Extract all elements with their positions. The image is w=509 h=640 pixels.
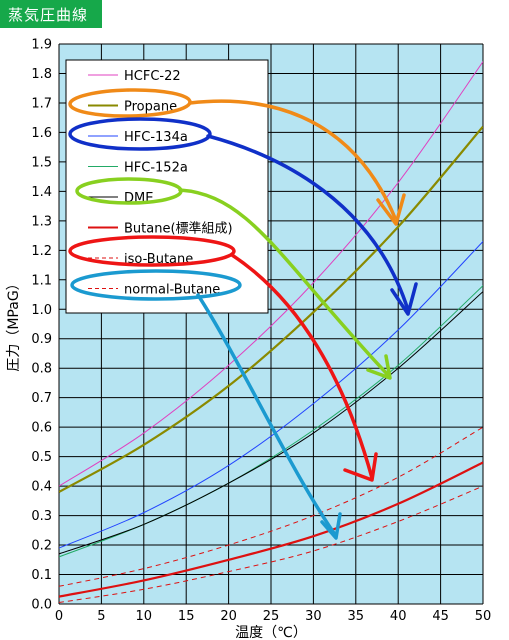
x-tick-label: 5	[97, 609, 105, 624]
series-line-hfc-134a	[59, 241, 483, 549]
y-tick-label: 0.6	[31, 421, 52, 436]
y-tick-label: 1.1	[31, 273, 52, 288]
x-tick-label: 35	[348, 609, 365, 624]
x-tick-labels: 0 5 10 15 20 25 30 35 40 45 50	[55, 609, 491, 624]
y-tick-label: 1.4	[31, 185, 52, 200]
propane-arrow	[188, 99, 397, 220]
isobutane-arrow	[230, 253, 374, 480]
series-line-propane	[59, 125, 483, 493]
normalbutane-arrow	[196, 293, 338, 538]
y-tick-label: 0.5	[31, 450, 52, 465]
x-axis-label: 温度（℃）	[235, 625, 307, 640]
series-line-iso-butane	[59, 426, 483, 587]
y-tick-label: 1.3	[31, 214, 52, 229]
x-tick-label: 10	[136, 609, 153, 624]
x-tick-label: 45	[432, 609, 449, 624]
series-line-butane	[59, 461, 483, 598]
legend-label-butane: Butane(標準組成)	[124, 221, 233, 237]
legend-label-normal-butane: normal-Butane	[124, 283, 220, 298]
y-tick-label: 0.7	[31, 391, 52, 406]
isobutane-highlight-ellipse	[68, 235, 236, 267]
y-tick-label: 1.2	[31, 244, 52, 259]
isobutane-arrowhead	[343, 452, 378, 482]
legend-label-propane: Propane	[124, 100, 177, 115]
hfc134a-highlight-ellipse	[68, 117, 212, 151]
chart-title: 蒸気圧曲線	[8, 6, 89, 24]
x-tick-label: 0	[55, 609, 63, 624]
dme-arrowhead	[366, 354, 392, 380]
y-tick-label: 0.1	[31, 568, 52, 583]
propane-arrowhead	[376, 193, 406, 226]
x-tick-label: 40	[390, 609, 407, 624]
series-lines	[59, 61, 483, 604]
y-axis-label: 圧力（MPaG）	[6, 276, 22, 371]
series-line-dme	[59, 291, 483, 555]
series-line-normal-butane	[59, 485, 483, 604]
y-tick-label: 0.2	[31, 539, 52, 554]
hfc134a-arrow	[206, 134, 410, 312]
hfc134a-arrowhead	[390, 282, 418, 316]
y-tick-label: 1.0	[31, 303, 52, 318]
x-tick-label: 20	[220, 609, 237, 624]
grid-lines	[58, 43, 484, 605]
chart-title-banner: 蒸気圧曲線	[0, 0, 102, 28]
y-tick-label: 1.6	[31, 126, 52, 141]
y-tick-labels: 0.0 0.1 0.2 0.3 0.4 0.5 0.6 0.7 0.8 0.9 1.0 1.1 1.2 1…	[31, 38, 52, 613]
y-tick-label: 1.7	[31, 96, 52, 111]
legend-label-hfc-134a: HFC-134a	[124, 130, 188, 145]
normalbutane-arrowhead	[320, 512, 342, 540]
normalbutane-highlight-ellipse	[70, 269, 242, 301]
y-tick-label: 1.9	[31, 38, 52, 53]
dme-arrow	[178, 188, 390, 377]
x-tick-label: 25	[263, 609, 280, 624]
y-tick-label: 0.9	[31, 332, 52, 347]
y-tick-label: 0.3	[31, 509, 52, 524]
x-tick-label: 50	[475, 609, 492, 624]
y-tick-label: 1.8	[31, 67, 52, 82]
y-tick-label: 0.4	[31, 480, 52, 495]
x-tick-label: 15	[178, 609, 195, 624]
x-tick-label: 30	[305, 609, 322, 624]
legend-label-hfc-152a: HFC-152a	[124, 161, 188, 176]
y-tick-label: 1.5	[31, 155, 52, 170]
series-line-hcfc-22	[59, 61, 483, 487]
annotation-arrows	[68, 88, 418, 540]
y-tick-label: 0.0	[31, 598, 52, 613]
legend-label-hcfc-22: HCFC-22	[124, 69, 181, 84]
y-tick-label: 0.8	[31, 362, 52, 377]
